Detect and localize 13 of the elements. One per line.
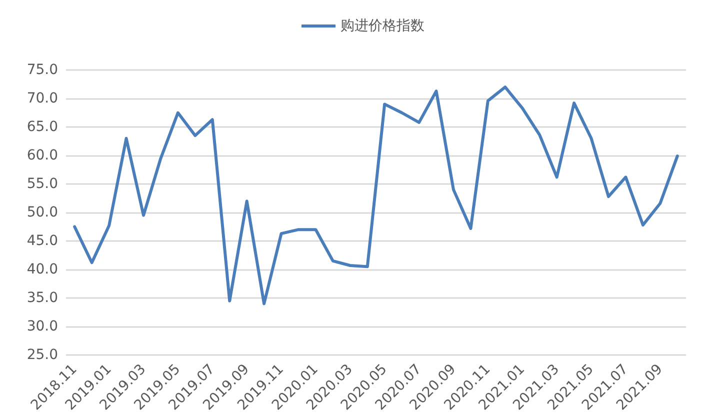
y-tick-label: 40.0 <box>26 261 58 278</box>
y-tick-label: 55.0 <box>26 176 58 192</box>
y-tick-label: 45.0 <box>26 232 58 249</box>
line-series <box>73 86 679 306</box>
y-tick-label: 50.0 <box>26 204 58 220</box>
y-tick-label: 70.0 <box>26 90 58 106</box>
y-tick-label: 75.0 <box>26 62 58 78</box>
y-tick-label: 65.0 <box>26 119 58 135</box>
y-tick-label: 25.0 <box>26 346 58 363</box>
y-tick-label: 35.0 <box>26 290 58 306</box>
y-tick-label: 30.0 <box>26 318 58 334</box>
y-tick-label: 60.0 <box>26 148 58 164</box>
legend-label: 购进价格指数 <box>340 18 424 34</box>
